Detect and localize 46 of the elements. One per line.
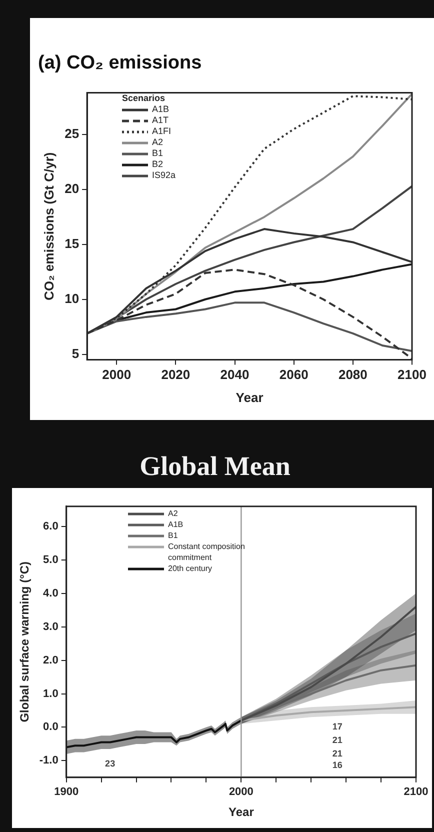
y-tick-label: 10 <box>64 290 80 306</box>
legend-label: B1 <box>152 148 164 159</box>
x-tick-label: 2060 <box>279 367 308 382</box>
legend-label: B2 <box>152 159 164 170</box>
legend-title: Scenarios <box>122 93 166 104</box>
chart-title: (a) CO₂ emissions <box>38 52 202 74</box>
legend-label: B1 <box>168 530 178 541</box>
x-tick-label: 2100 <box>404 786 428 798</box>
y-axis-title: Global surface warming (°C) <box>18 561 32 722</box>
legend-label: A1T <box>152 115 169 126</box>
legend-label: 20th century <box>168 563 212 574</box>
legend-label: A1B <box>168 519 184 530</box>
legend-label: A2 <box>168 508 178 519</box>
y-tick-label: 0.0 <box>43 721 58 734</box>
legend-label: A1FI <box>152 126 172 137</box>
x-tick-label: 2040 <box>220 367 250 382</box>
y-tick-label: 25 <box>64 126 80 142</box>
legend-label: A1B <box>152 104 170 115</box>
y-tick-label: 6.0 <box>43 520 58 533</box>
y-tick-label: 1.0 <box>43 688 58 700</box>
legend-label: IS92a <box>152 170 176 181</box>
x-tick-label: 2020 <box>161 367 190 382</box>
annotation: 23 <box>105 758 116 768</box>
x-axis-title: Year <box>228 805 254 820</box>
y-tick-label: 5.0 <box>43 554 58 566</box>
y-tick-label: 2.0 <box>43 654 58 666</box>
x-tick-label: 1900 <box>54 786 79 798</box>
annotation: 17 <box>332 722 342 732</box>
y-axis-title: CO₂ emissions (Gt C/yr) <box>41 152 56 300</box>
y-tick-label: 15 <box>64 236 80 252</box>
y-tick-label: 5 <box>72 346 80 361</box>
y-tick-label: 4.0 <box>43 587 58 600</box>
x-axis-title: Year <box>236 390 264 405</box>
legend-label: Constant composition commitment <box>168 541 246 563</box>
legend-label: A2 <box>152 137 164 148</box>
x-tick-label: 2000 <box>102 367 132 382</box>
annotation: 16 <box>332 760 342 770</box>
annotation: 21 <box>332 735 342 746</box>
x-tick-label: 2100 <box>398 367 426 382</box>
x-tick-label: 2000 <box>228 786 254 798</box>
annotation: 21 <box>332 748 342 759</box>
x-tick-label: 2080 <box>338 367 368 382</box>
y-tick-label: 3.0 <box>43 620 58 633</box>
y-tick-label: -1.0 <box>39 754 58 767</box>
y-tick-label: 20 <box>64 181 80 196</box>
chart-title: Global Mean <box>140 451 290 482</box>
